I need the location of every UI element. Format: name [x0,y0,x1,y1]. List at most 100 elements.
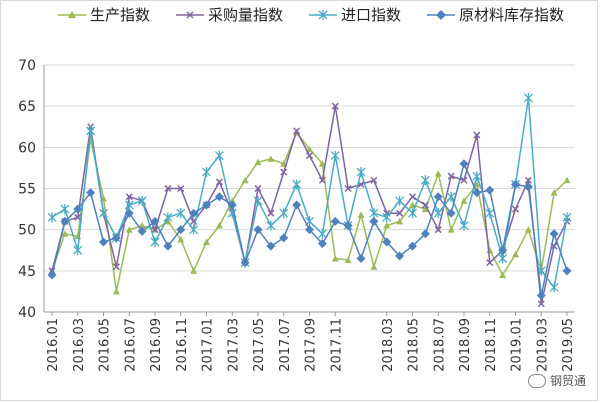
data-point-s3 [266,241,276,251]
data-point-s0 [434,170,442,177]
data-point-s0 [318,160,326,167]
data-point-s3 [86,188,96,198]
data-point-s3 [343,221,353,231]
data-point-s3 [292,200,302,210]
data-point-s2 [202,167,211,178]
data-point-s0 [499,271,507,278]
y-tick-label: 70 [18,58,36,74]
data-point-s3 [472,188,482,198]
data-point-s1 [396,209,404,217]
data-point-s1 [125,193,133,201]
data-point-s2 [498,253,508,264]
data-point-s2 [253,195,263,206]
x-tick-label: 2016.07 [123,318,138,372]
data-point-s1 [447,172,455,180]
data-point-s0 [177,236,185,243]
legend-swatch-inventory [427,9,456,20]
legend-item-purchase: 采购量指数 [176,4,283,25]
data-point-s2 [189,224,199,235]
data-point-s3 [73,204,83,214]
data-point-s2 [382,212,392,223]
data-point-s3 [305,225,314,235]
data-point-s3 [137,226,147,236]
data-point-s3 [227,200,237,210]
x-tick-label: 2018.03 [381,318,396,372]
data-point-s2 [433,208,443,219]
data-point-s0 [421,205,429,213]
data-point-s0 [203,238,210,246]
data-point-s1 [74,213,82,221]
data-point-s0 [383,222,391,229]
x-tick-label: 2019.03 [535,318,550,372]
data-point-s0 [524,226,532,233]
data-point-s2 [408,208,417,219]
data-point-s0 [344,256,352,264]
data-point-s3 [330,216,340,226]
data-point-s3 [163,241,173,251]
data-point-s3 [536,291,546,301]
data-point-s2 [99,208,108,219]
legend-label-purchase: 采购量指数 [208,6,284,24]
x-tick-label: 2018.05 [407,318,422,372]
legend-item-import: 进口指数 [309,4,401,25]
data-point-s3 [549,229,559,239]
legend-label-production: 生产指数 [90,6,151,24]
y-tick-label: 40 [18,305,36,321]
data-point-s1 [486,259,494,267]
data-point-s1 [305,152,314,160]
legend-swatch-purchase [176,10,205,19]
data-point-s0 [370,263,378,270]
y-tick-label: 60 [18,140,36,156]
data-point-s2 [472,171,482,182]
data-point-s3 [279,233,289,243]
y-tick-label: 65 [18,99,36,115]
data-point-s3 [395,251,405,261]
data-point-s1 [177,184,185,193]
data-point-s3 [420,229,430,239]
data-point-s2 [485,208,495,219]
data-point-s2 [459,220,469,231]
data-point-s3 [47,270,57,280]
data-point-s3 [382,237,392,247]
x-tick-label: 2017.05 [252,318,267,372]
data-point-s3 [433,192,443,202]
data-point-s0 [357,211,365,218]
data-point-s0 [486,246,494,254]
data-point-s2 [395,195,405,206]
x-tick-label: 2016.05 [98,318,113,372]
data-point-s1 [112,263,120,271]
legend-swatch-production [58,10,86,18]
data-point-s0 [112,287,120,295]
data-point-s0 [550,189,558,196]
data-point-s3 [356,253,366,263]
x-tick-label: 2016.01 [46,318,61,372]
data-point-s1 [331,102,339,110]
data-point-s3 [60,216,70,226]
data-point-s2 [214,150,224,161]
data-point-s1 [280,168,288,176]
legend-item-production: 生产指数 [58,4,150,25]
data-point-s2 [420,175,430,186]
data-point-s1 [408,193,417,201]
data-point-s1 [164,184,172,193]
data-point-s1 [473,131,481,139]
data-point-s3 [214,192,224,202]
data-point-s3 [459,159,469,169]
data-point-s2 [356,167,366,178]
data-point-s1 [370,176,378,184]
data-point-s2 [60,204,70,215]
data-point-s1 [151,226,159,234]
legend-label-import: 进口指数 [341,6,402,24]
data-point-s3 [99,237,108,247]
data-point-s1 [460,176,468,184]
data-point-s2 [124,199,134,210]
x-tick-label: 2017.07 [278,318,293,372]
data-point-s3 [124,208,134,218]
data-point-s2 [446,191,456,202]
data-point-s2 [292,179,302,190]
data-point-s1 [524,176,532,184]
data-point-s3 [562,266,572,276]
data-point-s3 [408,241,417,251]
data-point-s2 [523,92,533,103]
x-tick-label: 2017.01 [201,318,216,372]
